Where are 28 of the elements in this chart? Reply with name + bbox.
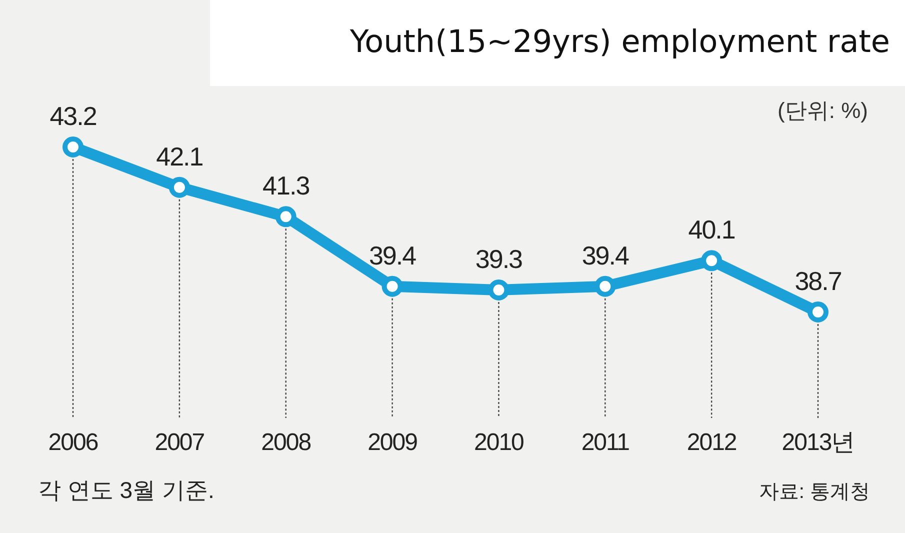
x-tick-label: 2008 (261, 429, 312, 456)
data-label: 41.3 (262, 170, 310, 201)
data-label: 40.1 (688, 214, 736, 245)
data-label: 42.1 (156, 141, 204, 172)
x-tick-label: 2013년 (782, 429, 854, 456)
x-tick-label: 2009 (368, 429, 418, 456)
chart-title: Youth(15~29yrs) employment rate (348, 24, 890, 60)
point (168, 176, 190, 198)
point (275, 206, 296, 228)
text: 각 연도 3월 기준. (38, 477, 214, 503)
x-tick-label: 2007 (154, 429, 205, 456)
point (62, 136, 84, 158)
data-label: 39.4 (582, 240, 629, 270)
point (701, 250, 722, 272)
point (808, 302, 828, 322)
data-label: 39.4 (368, 240, 416, 270)
x-tick-label: 2012 (686, 429, 737, 456)
text: 자료: 통계청 (758, 481, 870, 503)
chart-subtitle: (단위: %) (778, 98, 868, 123)
x-tick-label: 2006 (48, 429, 98, 456)
data-label: 38.7 (794, 266, 842, 296)
x-tick-label: 2010 (474, 429, 524, 456)
data-label: 43.2 (50, 101, 97, 131)
point (594, 276, 616, 297)
data-label: 39.3 (475, 244, 523, 274)
point (488, 280, 510, 300)
point (382, 276, 403, 297)
x-tick-label: 2011 (581, 429, 630, 456)
